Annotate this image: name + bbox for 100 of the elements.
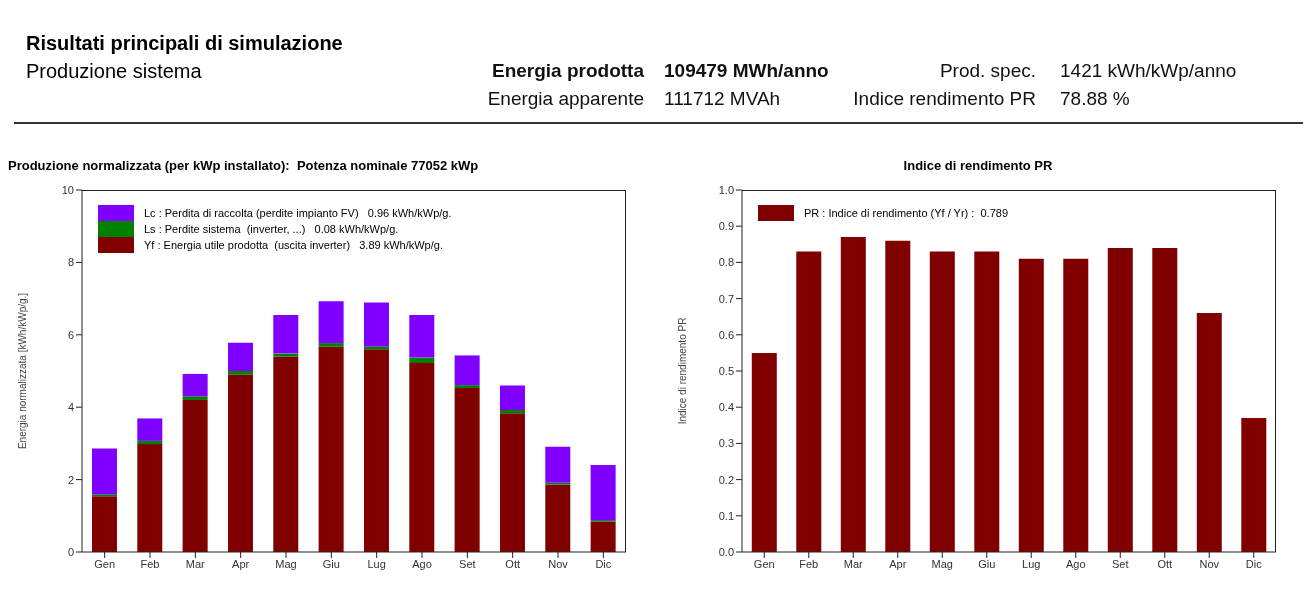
y-tick-label: 0.6	[718, 328, 734, 341]
bar	[1241, 418, 1267, 552]
x-tick-label: Gen	[753, 557, 775, 570]
bar	[974, 251, 1000, 552]
x-tick-label: Ago	[412, 557, 432, 570]
bar	[273, 314, 299, 354]
y-tick-label: 4	[67, 401, 74, 414]
x-tick-label: Ago	[1065, 557, 1086, 570]
x-tick-label: Mar	[843, 557, 864, 570]
x-tick-label: Mag	[931, 557, 953, 570]
bar	[227, 374, 253, 552]
text: Indice rendimento PR	[853, 88, 1036, 110]
x-tick-label: Dic	[595, 557, 612, 570]
bar	[590, 465, 616, 521]
y-axis-title: Energia normalizzata [kWh/kWp/g.]	[16, 292, 28, 450]
text: 1421 kWh/kWp/anno	[1060, 60, 1237, 82]
y-tick-label: 0.3	[718, 437, 734, 450]
bar	[91, 496, 117, 552]
bar	[751, 352, 777, 552]
bar	[499, 385, 525, 411]
bar	[454, 385, 480, 389]
x-tick-label: Ott	[505, 557, 520, 570]
x-tick-label: Lug	[1022, 557, 1041, 570]
bar	[1107, 247, 1133, 552]
y-tick-label: 0.9	[718, 220, 734, 233]
bar	[1152, 247, 1178, 552]
bar	[363, 346, 389, 350]
y-tick-label: 0.0	[718, 545, 734, 558]
x-tick-label: Feb	[799, 557, 819, 570]
bar	[840, 237, 866, 552]
x-tick-label: Lug	[367, 557, 386, 570]
bar	[273, 353, 299, 357]
bar	[137, 444, 163, 552]
y-tick-label: 0.5	[718, 364, 734, 377]
y-axis-title: Indice di rendimento PR	[676, 317, 688, 425]
y-tick-label: 0.4	[718, 401, 734, 414]
y-tick-label: 2	[67, 473, 74, 486]
bar	[1063, 258, 1089, 552]
chart-title: Produzione normalizzata (per kWp installato): Potenza nominale 77052 kWp	[8, 158, 480, 175]
x-tick-label: Apr	[889, 557, 907, 570]
bar	[363, 302, 389, 347]
y-tick-label: 10	[61, 183, 74, 196]
legend-label: Lc : Perdita di raccolta (perdite impianto FV) 0.96 kWh/kWp/g.	[144, 207, 452, 219]
text: 109479 MWh/anno	[664, 60, 829, 82]
x-tick-label: Set	[459, 557, 476, 570]
y-tick-label: 0.1	[718, 509, 734, 522]
bar	[409, 357, 435, 364]
bar	[182, 373, 208, 397]
bar	[545, 446, 571, 483]
bar	[409, 363, 435, 552]
x-tick-label: Nov	[548, 557, 569, 570]
bar	[318, 343, 344, 347]
x-tick-label: Giu	[322, 557, 340, 570]
x-tick-label: Set	[1111, 557, 1129, 570]
text: Energia prodotta	[491, 60, 644, 82]
y-tick-label: 0.2	[718, 473, 734, 486]
x-tick-label: Giu	[978, 557, 996, 570]
bar	[318, 346, 344, 552]
text: 111712 MVAh	[664, 88, 781, 110]
y-tick-label: 8	[67, 256, 74, 269]
bar	[227, 371, 253, 375]
text: Energia apparente	[487, 88, 644, 110]
y-tick-label: 1.0	[718, 183, 734, 196]
bar	[885, 240, 911, 552]
bar	[182, 399, 208, 552]
bar	[273, 356, 299, 552]
bar	[545, 484, 571, 552]
x-tick-label: Mar	[185, 557, 206, 570]
x-tick-label: Nov	[1199, 557, 1220, 570]
bar	[1018, 258, 1044, 552]
bar	[137, 418, 163, 441]
x-tick-label: Dic	[1245, 557, 1263, 570]
bar	[409, 314, 435, 358]
text: Prod. spec.	[939, 60, 1036, 82]
chart-title: Indice di rendimento PR	[902, 158, 1054, 175]
y-tick-label: 0.8	[718, 256, 734, 269]
bar	[499, 410, 525, 414]
bar	[590, 521, 616, 552]
bar	[499, 413, 525, 552]
legend-label: Yf : Energia utile prodotta (uscita inverter) 3.89 kWh/kWp/g.	[144, 239, 443, 251]
y-tick-label: 6	[67, 328, 74, 341]
text: Risultati principali di simulazione	[26, 32, 343, 55]
y-tick-label: 0	[67, 545, 74, 558]
text: Produzione sistema	[26, 60, 202, 83]
x-tick-label: Apr	[232, 557, 250, 570]
bar	[1196, 313, 1222, 552]
legend-label: PR : Indice di rendimento (Yf / Yr) : 0.789	[804, 207, 1009, 219]
bar	[227, 342, 253, 371]
legend-label: Ls : Perdite sistema (inverter, ...) 0.08 kWh/kWp/g.	[144, 223, 399, 235]
bar	[318, 301, 344, 344]
bar	[454, 355, 480, 386]
bar	[91, 448, 117, 495]
bar	[137, 440, 163, 445]
bar	[182, 396, 208, 400]
x-tick-label: Gen	[94, 557, 116, 570]
x-tick-label: Feb	[140, 557, 160, 570]
bar	[454, 388, 480, 552]
bar	[796, 251, 822, 552]
x-tick-label: Ott	[1157, 557, 1173, 570]
text: 78.88 %	[1060, 88, 1130, 110]
